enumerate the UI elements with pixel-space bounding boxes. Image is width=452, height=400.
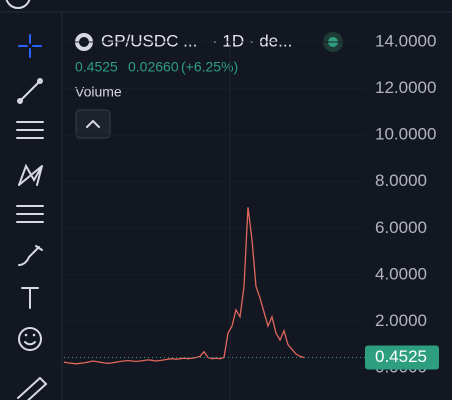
- price-line: [63, 207, 305, 365]
- quote-change: 0.02660: [128, 59, 179, 75]
- quote-price: 0.4525: [75, 59, 118, 75]
- tool-text[interactable]: [21, 287, 39, 309]
- tool-emoji[interactable]: [18, 327, 42, 351]
- y-tick-label: 2.0000: [375, 311, 427, 330]
- y-tick-label: 10.0000: [375, 125, 436, 144]
- tool-fib[interactable]: [16, 121, 44, 139]
- y-tick-label: 6.0000: [375, 218, 427, 237]
- last-price-label: 0.4525: [375, 347, 427, 366]
- interval[interactable]: · 1D · de...: [212, 31, 292, 50]
- quote-change-pct: (+6.25%): [181, 59, 238, 75]
- y-tick-label: 12.0000: [375, 78, 436, 97]
- tool-trendline[interactable]: [17, 78, 43, 104]
- y-tick-label: 4.0000: [375, 264, 427, 283]
- top-icon[interactable]: [5, 0, 31, 9]
- y-tick-label: 8.0000: [375, 171, 427, 190]
- symbol[interactable]: GP/USDC ...: [101, 31, 197, 50]
- tool-pattern[interactable]: [18, 163, 43, 186]
- tool-crosshair[interactable]: [18, 34, 42, 58]
- collapse-chevron: [86, 119, 100, 128]
- volume-label: Volume: [75, 84, 122, 100]
- tool-ruler[interactable]: [17, 376, 48, 400]
- collapse-button[interactable]: [75, 109, 111, 139]
- tool-brush[interactable]: [18, 245, 43, 266]
- tool-prediction[interactable]: [16, 205, 44, 223]
- last-price-box: [365, 345, 439, 370]
- y-tick-label: 14.0000: [375, 31, 436, 50]
